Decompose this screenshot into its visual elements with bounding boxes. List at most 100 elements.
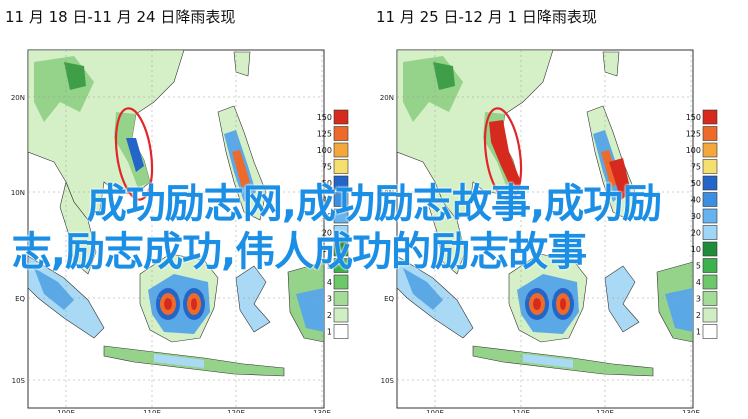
legend-label: 40 — [322, 196, 332, 205]
legend-swatch — [333, 109, 349, 125]
eastern-islands-rain — [665, 288, 693, 332]
sulawesi — [604, 265, 640, 333]
watermark-overlay: 成功励志网,成功励志故事,成功励 志,励志成功,伟人成功的励志故事 — [0, 180, 748, 276]
legend-label: 4 — [327, 278, 332, 287]
legend-swatch — [333, 208, 349, 224]
legend-label: 10 — [322, 245, 332, 254]
taiwan — [602, 51, 620, 77]
legend-swatch — [702, 225, 718, 240]
legend-swatch — [702, 324, 718, 339]
sulawesi — [235, 265, 271, 333]
legend-swatch — [333, 291, 349, 306]
legend-swatch — [702, 291, 718, 306]
legend-swatch — [702, 241, 718, 257]
legend-label: 75 — [322, 163, 332, 172]
legend-swatch — [333, 274, 349, 290]
vietnam-heavy-rain — [489, 120, 521, 192]
eastern-islands-rain — [296, 288, 324, 332]
legend-label: 40 — [691, 196, 701, 205]
lon-label: 100E — [426, 409, 444, 413]
lon-label: 110E — [512, 409, 530, 413]
legend-swatch — [333, 307, 349, 323]
rain-cell-west-center — [164, 298, 172, 310]
legend-label: 50 — [691, 179, 701, 188]
legend-label: 100 — [686, 146, 701, 155]
right-map-title: 11 月 25 日-12 月 1 日降雨表现 — [376, 8, 597, 26]
mainland-dark-patch — [64, 62, 86, 90]
lat-label: 10S — [12, 377, 26, 385]
legend-label: 100 — [317, 146, 332, 155]
java-rain — [523, 354, 573, 368]
legend-label: 3 — [696, 295, 701, 304]
legend-swatch — [702, 126, 718, 141]
legend-swatch — [333, 192, 349, 207]
malay-peninsula — [59, 181, 97, 275]
legend-swatch — [333, 324, 349, 339]
legend-label: 20 — [691, 229, 701, 238]
lat-label: 20N — [380, 94, 394, 102]
legend-label: 5 — [327, 262, 332, 271]
watermark-line-1: 成功励志网,成功励志故事,成功励 — [86, 181, 662, 227]
vietnam-rain — [126, 138, 144, 172]
legend-swatch — [333, 258, 349, 273]
legend-swatch — [702, 208, 718, 224]
left-map-title: 11 月 18 日-11 月 24 日降雨表现 — [5, 8, 236, 26]
legend-swatch — [702, 307, 718, 323]
rain-cell-east-center — [191, 298, 197, 310]
malay-peninsula — [428, 181, 466, 275]
lon-label: 130E — [313, 409, 331, 413]
legend-label: 2 — [696, 311, 701, 320]
legend-swatch — [333, 159, 349, 174]
legend-label: 1 — [696, 328, 701, 337]
legend-swatch — [702, 175, 718, 191]
legend-label: 5 — [696, 262, 701, 271]
legend-label: 4 — [696, 278, 701, 287]
legend-label: 3 — [327, 295, 332, 304]
sumatra-rain — [403, 268, 443, 310]
lon-label: 120E — [596, 409, 614, 413]
highlight-circle — [114, 107, 154, 201]
legend-label: 1 — [327, 328, 332, 337]
legend-label: 10 — [691, 245, 701, 254]
land-and-rain-layer — [397, 50, 693, 377]
sumatra-rain — [34, 268, 74, 310]
rain-cell-west-center — [533, 298, 541, 310]
watermark-line-2: 志,励志成功,伟人成功的励志故事 — [11, 229, 587, 275]
legend-swatch — [333, 225, 349, 240]
legend-swatch — [702, 192, 718, 207]
lon-label: 120E — [227, 409, 245, 413]
legend-label: 50 — [322, 179, 332, 188]
legend-swatch — [702, 159, 718, 174]
mainland-dark-patch — [433, 62, 455, 90]
legend-label: 75 — [691, 163, 701, 172]
legend-label: 30 — [691, 212, 701, 221]
legend-label: 20 — [322, 229, 332, 238]
legend-swatch — [702, 109, 718, 125]
legend-label: 30 — [322, 212, 332, 221]
lon-label: 100E — [57, 409, 75, 413]
taiwan — [233, 51, 251, 77]
lat-label: 20N — [11, 94, 25, 102]
legend-swatch — [702, 274, 718, 290]
philippines-heavy-rain — [232, 150, 250, 188]
rain-cell-east-center — [560, 298, 566, 310]
lat-label: EQ — [384, 295, 394, 303]
lon-label: 110E — [143, 409, 161, 413]
legend-swatch — [702, 258, 718, 273]
legend-swatch — [702, 142, 718, 158]
legend-swatch — [333, 142, 349, 158]
java-rain — [154, 354, 204, 368]
legend-swatch — [333, 241, 349, 257]
legend-label: 125 — [686, 130, 701, 139]
lat-label: 10N — [11, 189, 25, 197]
lat-label: 10S — [381, 377, 395, 385]
legend-label: 150 — [686, 113, 701, 122]
lon-label: 130E — [682, 409, 700, 413]
legend-swatch — [333, 126, 349, 141]
legend-label: 2 — [327, 311, 332, 320]
lat-label: 10N — [380, 189, 394, 197]
legend-label: 125 — [317, 130, 332, 139]
